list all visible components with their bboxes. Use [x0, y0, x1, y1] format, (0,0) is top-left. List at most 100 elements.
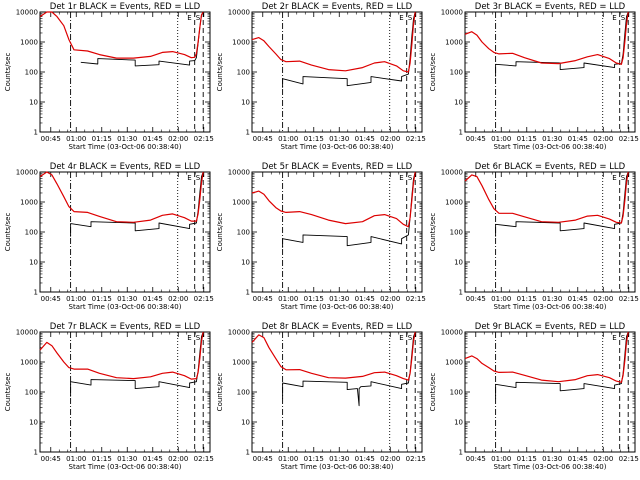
x-tick-label: 01:15: [92, 135, 112, 143]
marker-letter: E: [612, 14, 616, 22]
detector-panel: Det 9r BLACK = Events, RED = LLD 1 10 100 10…: [429, 322, 639, 471]
series-lld-line: [39, 331, 204, 380]
x-tick-label: 01:15: [304, 455, 324, 463]
series-events-line: [495, 331, 629, 399]
y-tick-label: 1000: [20, 359, 38, 367]
series-lld-line: [251, 171, 416, 228]
x-tick-label: 02:00: [380, 135, 400, 143]
x-tick-label: 02:15: [406, 135, 426, 143]
x-tick-label: 01:00: [278, 135, 298, 143]
x-tick-label: 02:00: [593, 295, 613, 303]
x-tick-label: 01:30: [542, 135, 562, 143]
y-tick-label: 10: [454, 419, 463, 427]
y-tick-label: 10000: [441, 169, 463, 177]
plot-frame: [251, 331, 423, 453]
y-tick-label: 1: [246, 129, 250, 137]
detector-panel: Det 1r BLACK = Events, RED = LLD 1 10 100 10…: [4, 2, 214, 151]
y-axis-label: Counts/sec: [216, 213, 224, 252]
panel-title: Det 9r BLACK = Events, RED = LLD: [475, 322, 626, 332]
x-tick-label: 02:00: [380, 455, 400, 463]
y-tick-label: 100: [25, 389, 38, 397]
x-tick-label: 00:45: [253, 295, 273, 303]
x-tick-label: 01:30: [329, 135, 349, 143]
x-tick-label: 01:45: [143, 455, 163, 463]
x-tick-label: 01:30: [542, 455, 562, 463]
y-tick-label: 10: [241, 419, 250, 427]
plot-frame: [464, 331, 636, 453]
y-tick-label: 1: [246, 289, 250, 297]
detector-panel: Det 8r BLACK = Events, RED = LLD 1 10 100 10…: [216, 322, 426, 471]
x-tick-label: 01:00: [66, 455, 86, 463]
panel-title: Det 4r BLACK = Events, RED = LLD: [50, 162, 201, 172]
x-tick-label: 02:15: [194, 295, 214, 303]
x-tick-label: 01:30: [542, 295, 562, 303]
panel-title: Det 5r BLACK = Events, RED = LLD: [262, 162, 413, 172]
x-tick-label: 01:00: [66, 295, 86, 303]
marker-letter: S: [408, 174, 413, 182]
series-events-line: [70, 331, 204, 397]
x-tick-label: 02:00: [168, 135, 188, 143]
detector-panel: Det 5r BLACK = Events, RED = LLD 1 10 100 10…: [216, 162, 426, 311]
y-tick-label: 1000: [232, 359, 250, 367]
plot-frame: [39, 331, 211, 453]
x-tick-label: 01:45: [143, 135, 163, 143]
y-axis-label: Counts/sec: [216, 53, 224, 92]
x-tick-label: 01:15: [517, 455, 537, 463]
x-tick-label: 02:00: [168, 295, 188, 303]
series-lld-line: [251, 11, 416, 73]
y-tick-label: 10: [241, 99, 250, 107]
y-tick-label: 1000: [20, 39, 38, 47]
x-tick-label: 02:15: [619, 135, 639, 143]
x-tick-label: 01:30: [329, 295, 349, 303]
y-tick-label: 10: [29, 419, 38, 427]
panel-title: Det 1r BLACK = Events, RED = LLD: [50, 2, 201, 12]
x-tick-label: 01:15: [304, 295, 324, 303]
marker-letter: E: [187, 14, 191, 22]
x-tick-label: 01:15: [517, 295, 537, 303]
y-tick-label: 100: [450, 69, 463, 77]
y-tick-label: 1000: [20, 199, 38, 207]
x-axis-label: Start Time (03-Oct-06 00:38:40): [281, 463, 394, 471]
y-tick-label: 1000: [445, 39, 463, 47]
marker-letter: S: [408, 334, 413, 342]
x-tick-label: 00:45: [253, 455, 273, 463]
x-tick-label: 01:45: [568, 135, 588, 143]
plot-frame: [251, 171, 423, 293]
x-tick-label: 01:45: [143, 295, 163, 303]
y-tick-label: 1000: [445, 199, 463, 207]
y-tick-label: 100: [237, 69, 250, 77]
y-axis-label: Counts/sec: [216, 373, 224, 412]
y-tick-label: 1: [246, 449, 250, 457]
panel-title: Det 7r BLACK = Events, RED = LLD: [50, 322, 201, 332]
x-tick-label: 02:15: [619, 295, 639, 303]
y-tick-label: 1: [459, 449, 463, 457]
x-axis-label: Start Time (03-Oct-06 00:38:40): [69, 143, 182, 151]
y-tick-label: 10: [241, 259, 250, 267]
y-tick-label: 100: [25, 69, 38, 77]
panel-title: Det 8r BLACK = Events, RED = LLD: [262, 322, 413, 332]
panel-title: Det 2r BLACK = Events, RED = LLD: [262, 2, 413, 12]
x-axis-label: Start Time (03-Oct-06 00:38:40): [69, 463, 182, 471]
x-tick-label: 01:00: [66, 135, 86, 143]
x-tick-label: 01:00: [278, 455, 298, 463]
x-tick-label: 02:00: [593, 455, 613, 463]
series-events-line: [70, 171, 204, 237]
series-events-line: [282, 171, 416, 248]
plot-frame: [251, 11, 423, 133]
x-tick-label: 02:15: [194, 135, 214, 143]
x-axis-label: Start Time (03-Oct-06 00:38:40): [281, 303, 394, 311]
y-tick-label: 10000: [228, 9, 250, 17]
series-events-line: [282, 11, 416, 88]
marker-letter: E: [612, 174, 616, 182]
x-tick-label: 02:00: [593, 135, 613, 143]
marker-letter: S: [621, 334, 626, 342]
x-axis-label: Start Time (03-Oct-06 00:38:40): [69, 303, 182, 311]
x-tick-label: 00:45: [41, 135, 61, 143]
x-axis-label: Start Time (03-Oct-06 00:38:40): [494, 143, 607, 151]
x-tick-label: 01:00: [491, 295, 511, 303]
y-axis-label: Counts/sec: [429, 373, 437, 412]
x-tick-label: 02:15: [194, 455, 214, 463]
y-tick-label: 10000: [16, 329, 38, 337]
x-tick-label: 00:45: [41, 295, 61, 303]
x-tick-label: 02:15: [406, 295, 426, 303]
